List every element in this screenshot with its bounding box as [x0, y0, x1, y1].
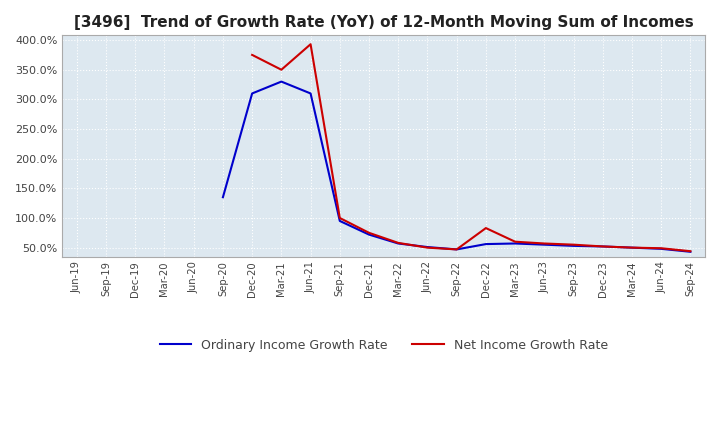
- Line: Ordinary Income Growth Rate: Ordinary Income Growth Rate: [223, 81, 690, 252]
- Ordinary Income Growth Rate: [219, 194, 228, 200]
- Net Income Growth Rate: [570, 242, 578, 247]
- Net Income Growth Rate: [598, 244, 607, 249]
- Ordinary Income Growth Rate: [686, 249, 695, 254]
- Legend: Ordinary Income Growth Rate, Net Income Growth Rate: Ordinary Income Growth Rate, Net Income …: [155, 334, 613, 356]
- Net Income Growth Rate: [628, 245, 636, 250]
- Ordinary Income Growth Rate: [394, 241, 402, 246]
- Ordinary Income Growth Rate: [365, 232, 374, 237]
- Net Income Growth Rate: [394, 240, 402, 246]
- Ordinary Income Growth Rate: [277, 79, 286, 84]
- Ordinary Income Growth Rate: [510, 241, 519, 246]
- Ordinary Income Growth Rate: [598, 244, 607, 249]
- Net Income Growth Rate: [306, 42, 315, 47]
- Net Income Growth Rate: [336, 215, 344, 220]
- Net Income Growth Rate: [510, 239, 519, 244]
- Net Income Growth Rate: [452, 247, 461, 252]
- Net Income Growth Rate: [423, 245, 432, 250]
- Ordinary Income Growth Rate: [540, 242, 549, 247]
- Ordinary Income Growth Rate: [248, 91, 256, 96]
- Title: [3496]  Trend of Growth Rate (YoY) of 12-Month Moving Sum of Incomes: [3496] Trend of Growth Rate (YoY) of 12-…: [73, 15, 693, 30]
- Ordinary Income Growth Rate: [570, 243, 578, 249]
- Line: Net Income Growth Rate: Net Income Growth Rate: [252, 44, 690, 251]
- Net Income Growth Rate: [686, 249, 695, 254]
- Net Income Growth Rate: [540, 241, 549, 246]
- Ordinary Income Growth Rate: [628, 245, 636, 250]
- Net Income Growth Rate: [365, 230, 374, 235]
- Net Income Growth Rate: [248, 52, 256, 58]
- Net Income Growth Rate: [657, 246, 665, 251]
- Ordinary Income Growth Rate: [306, 91, 315, 96]
- Ordinary Income Growth Rate: [336, 218, 344, 224]
- Net Income Growth Rate: [482, 225, 490, 231]
- Ordinary Income Growth Rate: [452, 247, 461, 252]
- Ordinary Income Growth Rate: [423, 244, 432, 249]
- Ordinary Income Growth Rate: [482, 242, 490, 247]
- Ordinary Income Growth Rate: [657, 246, 665, 252]
- Net Income Growth Rate: [277, 67, 286, 72]
